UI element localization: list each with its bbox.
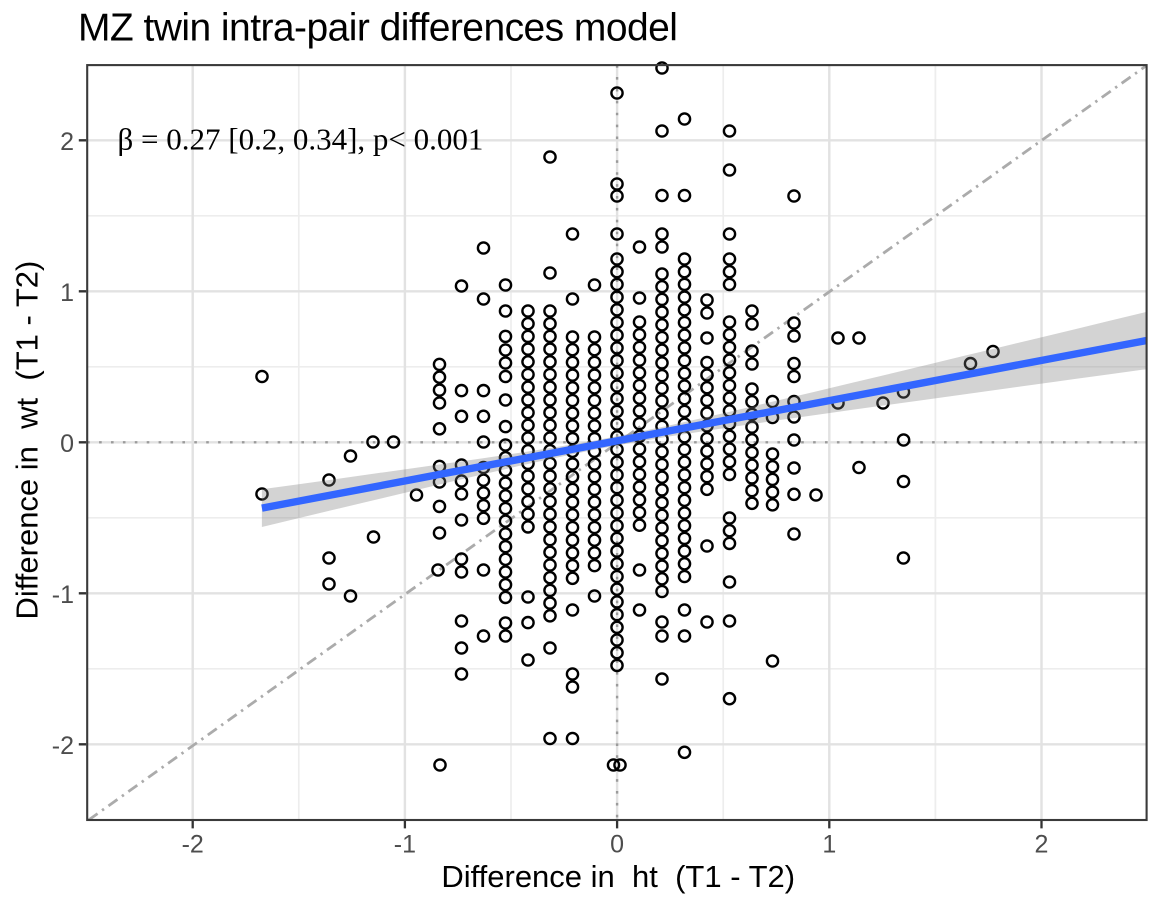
svg-text:0: 0	[60, 430, 74, 458]
svg-text:Difference in wt (T1 - T2): Difference in wt (T1 - T2)	[10, 261, 45, 620]
svg-text:-2: -2	[182, 831, 204, 859]
svg-text:Difference in ht (T1 - T2): Difference in ht (T1 - T2)	[441, 859, 795, 894]
svg-text:1: 1	[60, 279, 74, 307]
svg-text:0: 0	[610, 831, 624, 859]
svg-text:2: 2	[60, 128, 74, 156]
svg-text:2: 2	[1035, 831, 1049, 859]
svg-text:MZ twin intra-pair differences: MZ twin intra-pair differences model	[78, 7, 677, 50]
svg-text:β = 0.27 [0.2, 0.34], p< 0.001: β = 0.27 [0.2, 0.34], p< 0.001	[118, 121, 484, 156]
svg-text:-1: -1	[394, 831, 416, 859]
svg-text:1: 1	[822, 831, 836, 859]
svg-text:-2: -2	[52, 732, 74, 760]
svg-text:-1: -1	[52, 581, 74, 609]
